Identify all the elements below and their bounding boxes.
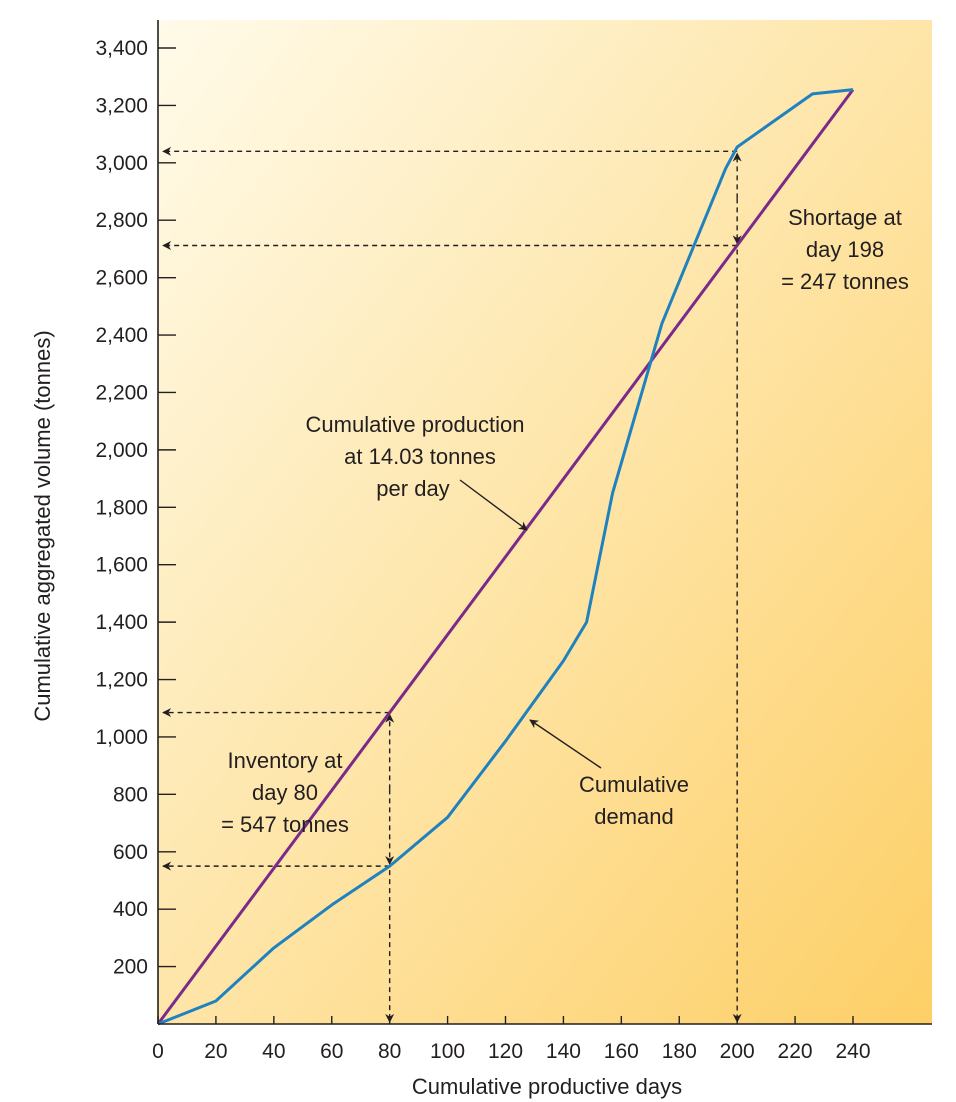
y-tick-label: 2,800 <box>95 209 148 232</box>
production-label-line-2: at 14.03 tonnes <box>344 444 496 469</box>
reference-lines <box>162 146 742 1023</box>
y-tick-label: 3,000 <box>95 152 148 175</box>
x-tick-label: 0 <box>152 1040 164 1063</box>
shortage-label-line-2: day 198 <box>806 237 884 262</box>
x-tick-label: 120 <box>488 1040 523 1063</box>
plot-background <box>158 20 932 1024</box>
x-tick-label: 80 <box>378 1040 401 1063</box>
demand-pointer-arrow <box>529 719 602 769</box>
demand-label-line-1: Cumulative <box>579 772 689 797</box>
x-tick-label: 220 <box>778 1040 813 1063</box>
y-tick-label: 400 <box>113 898 148 921</box>
y-tick-label: 800 <box>113 783 148 806</box>
y-tick-label: 600 <box>113 841 148 864</box>
y-tick-label: 3,200 <box>95 94 148 117</box>
y-tick-label: 2,600 <box>95 267 148 290</box>
x-tick-label: 140 <box>546 1040 581 1063</box>
y-axis-title: Cumulative aggregated volume (tonnes) <box>30 330 55 721</box>
shortage-annotation: Shortage at day 198 = 247 tonnes <box>781 205 909 294</box>
x-tick-label: 200 <box>720 1040 755 1063</box>
x-tick-label: 160 <box>604 1040 639 1063</box>
x-axis-title: Cumulative productive days <box>412 1074 682 1099</box>
production-label-line-3: per day <box>376 476 449 501</box>
y-tick-label: 1,000 <box>95 726 148 749</box>
demand-annotation: Cumulative demand <box>529 719 689 829</box>
x-tick-label: 240 <box>835 1040 870 1063</box>
production-annotation: Cumulative production at 14.03 tonnes pe… <box>306 412 528 531</box>
shortage-label-line-3: = 247 tonnes <box>781 269 909 294</box>
demand-series-line <box>157 88 854 1026</box>
production-pointer-arrow <box>459 479 528 531</box>
x-tick-label: 40 <box>262 1040 285 1063</box>
y-tick-label: 2,000 <box>95 439 148 462</box>
x-tick-label: 100 <box>430 1040 465 1063</box>
inventory-annotation: Inventory at day 80 = 547 tonnes <box>221 748 349 837</box>
y-tick-label: 200 <box>113 956 148 979</box>
y-tick-label: 1,200 <box>95 669 148 692</box>
x-tick-label: 60 <box>320 1040 343 1063</box>
axes <box>157 20 932 1025</box>
inventory-label-line-1: Inventory at <box>228 748 343 773</box>
series-layer <box>156 88 855 1026</box>
y-tick-label: 1,600 <box>95 554 148 577</box>
y-tick-label: 2,200 <box>95 381 148 404</box>
inventory-label-line-3: = 547 tonnes <box>221 812 349 837</box>
demand-label-line-2: demand <box>594 804 674 829</box>
ticks: 0 20 40 60 80 100 120 140 160 180 200 220 240 200 400 6… <box>95 37 870 1063</box>
production-series-line <box>156 88 855 1025</box>
y-tick-label: 3,400 <box>95 37 148 60</box>
y-tick-label: 1,800 <box>95 496 148 519</box>
production-label-line-1: Cumulative production <box>306 412 525 437</box>
x-tick-label: 180 <box>662 1040 697 1063</box>
inventory-label-line-2: day 80 <box>252 780 318 805</box>
y-tick-label: 2,400 <box>95 324 148 347</box>
shortage-label-line-1: Shortage at <box>788 205 902 230</box>
y-tick-label: 1,400 <box>95 611 148 634</box>
x-tick-label: 20 <box>204 1040 227 1063</box>
